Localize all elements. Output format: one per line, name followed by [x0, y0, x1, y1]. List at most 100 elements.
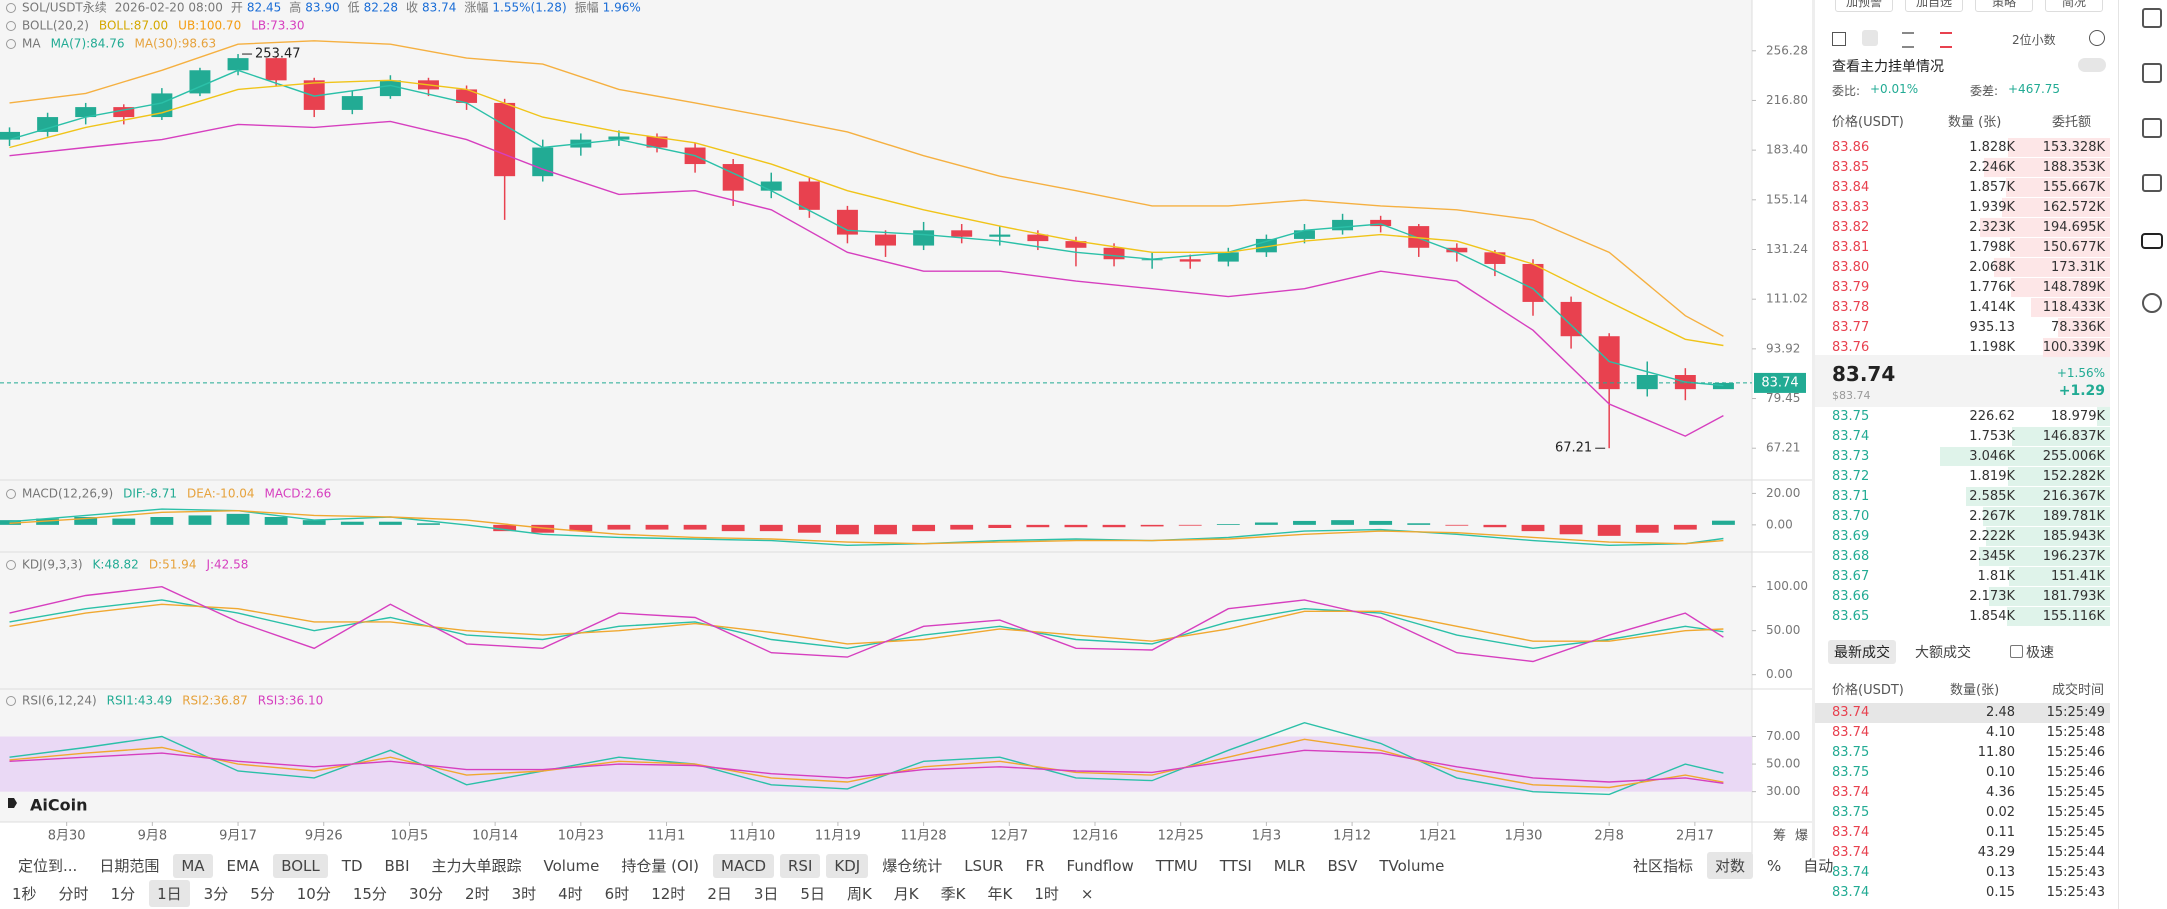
icon[interactable] [1832, 32, 1846, 46]
icon[interactable] [2089, 30, 2105, 46]
fast-toggle[interactable]: 极速 [2026, 645, 2054, 661]
toolbar-item[interactable]: 1分 [110, 885, 136, 903]
toolbar-item[interactable]: 15分 [352, 885, 387, 903]
toolbar-item[interactable]: 3时 [511, 885, 537, 903]
toolbar-item[interactable]: FR [1025, 856, 1045, 875]
main-orders-link[interactable]: 查看主力挂单情况 [1832, 59, 1944, 75]
toolbar-item[interactable]: 2日 [707, 885, 732, 903]
toolbar-item[interactable]: KDJ [826, 853, 869, 878]
toolbar-item[interactable]: 12时 [651, 885, 686, 903]
icon[interactable] [2142, 63, 2162, 83]
header-text: 涨幅 [464, 0, 488, 15]
icon[interactable] [1862, 30, 1878, 46]
toolbar-item[interactable]: 定位到... [18, 857, 78, 875]
depth-bar [2043, 338, 2110, 357]
button[interactable]: 策略 [1975, 0, 2033, 12]
toolbar-item[interactable]: 3分 [203, 885, 229, 903]
toolbar-item[interactable]: Fundflow [1066, 856, 1134, 875]
toolbar-item[interactable]: EMA [226, 856, 260, 875]
indicator-line [9, 40, 1724, 337]
toolbar-item[interactable]: MLR [1273, 856, 1306, 875]
toolbar-item[interactable]: 分时 [58, 885, 89, 903]
toolbar-item[interactable]: MACD [713, 853, 774, 878]
toolbar-item[interactable]: 1日 [149, 880, 190, 907]
toolbar-item[interactable]: 2时 [465, 885, 490, 903]
header-text: 低 [348, 1, 360, 15]
toolbar-item[interactable]: 1时 [1034, 885, 1059, 903]
col-header[interactable]: 委托额 [2052, 115, 2092, 130]
toolbar-item[interactable]: × [1080, 884, 1094, 903]
icon[interactable] [1902, 32, 1914, 48]
candle-body [227, 58, 249, 71]
toolbar-item[interactable]: 月K [893, 885, 919, 903]
toolbar-item[interactable]: 社区指标 [1633, 857, 1694, 875]
toolbar-item[interactable]: 10分 [296, 885, 331, 903]
toolbar-item[interactable]: 1秒 [12, 885, 37, 903]
toolbar-item[interactable]: RSI [780, 853, 821, 878]
toolbar-item[interactable]: BSV [1327, 856, 1358, 875]
toolbar-item[interactable]: 6时 [604, 885, 630, 903]
button[interactable]: 加自选 [1905, 0, 1963, 12]
toolbar: 1秒 分时 1分 1日 3分 5分 10分 15分 30分 2时 3时 4时 6时 12时 2日 3日 5日 周K… [4, 880, 1101, 907]
checkbox[interactable] [2010, 645, 2023, 658]
toolbar-item[interactable]: 5分 [250, 885, 275, 903]
tab[interactable]: 最新成交 [1828, 640, 1896, 664]
toolbar-item[interactable]: BBI [384, 856, 410, 875]
toolbar-item[interactable]: TTMU [1155, 856, 1198, 875]
toolbar-item[interactable]: 自动 [1803, 857, 1834, 875]
legend-item: LB:73.30 [251, 19, 304, 33]
macd-bar [759, 524, 783, 532]
candle-body [1103, 247, 1125, 260]
candle-body [1332, 219, 1354, 231]
y-tick-label: 20.00 [1766, 486, 1800, 500]
icon[interactable] [2142, 174, 2162, 192]
legend-item: J:42.58 [205, 558, 248, 572]
button[interactable]: 简况 [2045, 0, 2103, 12]
chart-bg [0, 0, 1752, 822]
toolbar-item[interactable]: MA [173, 853, 213, 878]
toolbar-item[interactable]: LSUR [964, 856, 1004, 875]
col-header[interactable]: 数量(张) [1950, 683, 2000, 698]
macd-bar [1559, 524, 1583, 535]
col-header[interactable]: 数量 (张) [1948, 115, 2002, 130]
toolbar-item[interactable]: 年K [987, 885, 1013, 903]
icon[interactable] [2142, 293, 2162, 313]
price: 83.85 [1832, 160, 1870, 175]
quantity: 1.776K [1969, 280, 2015, 295]
toolbar-item[interactable]: 5日 [800, 885, 825, 903]
toolbar-item[interactable]: 4时 [558, 885, 583, 903]
x-tick-label: 11月10 [729, 829, 775, 844]
icon[interactable] [2141, 233, 2163, 249]
toolbar-item[interactable]: 主力大单跟踪 [431, 857, 522, 875]
ratio-label: 委比: [1832, 84, 1861, 98]
candle-body [989, 234, 1011, 237]
decimals[interactable]: 2位小数 [2012, 33, 2056, 47]
toolbar-item[interactable]: TTSI [1219, 856, 1252, 875]
macd-bar [1026, 524, 1050, 528]
toolbar-item[interactable]: 对数 [1707, 852, 1754, 879]
toolbar-item[interactable]: 3日 [753, 885, 779, 903]
header-text: SOL/USDT永续 [22, 1, 107, 15]
toolbar-item[interactable]: TVolume [1379, 856, 1445, 875]
toolbar-item[interactable]: 日期范围 [99, 857, 160, 875]
toolbar-item[interactable]: Volume [543, 856, 600, 875]
price: 83.76 [1832, 340, 1870, 355]
toolbar-item[interactable]: 爆仓统计 [882, 857, 943, 875]
diff-label: 委差: [1970, 84, 1999, 98]
toolbar-item[interactable]: TD [341, 856, 363, 875]
toolbar-item[interactable]: 30分 [408, 885, 444, 903]
toggle[interactable] [2078, 58, 2106, 72]
icon[interactable] [2142, 118, 2162, 138]
tab[interactable]: 大额成交 [1915, 645, 1971, 661]
toolbar-item[interactable]: 季K [940, 885, 966, 903]
depth-bar [2008, 467, 2110, 486]
depth-bar [2009, 238, 2110, 257]
toolbar-item[interactable]: % [1767, 856, 1782, 875]
icon[interactable] [2142, 8, 2162, 28]
icon[interactable] [1940, 32, 1952, 48]
toolbar-item[interactable]: BOLL [273, 853, 328, 878]
button[interactable]: 加预警 [1835, 0, 1893, 12]
toolbar-item[interactable]: 周K [846, 885, 872, 903]
macd-bar [607, 524, 631, 530]
toolbar-item[interactable]: 持仓量 (OI) [621, 857, 700, 875]
